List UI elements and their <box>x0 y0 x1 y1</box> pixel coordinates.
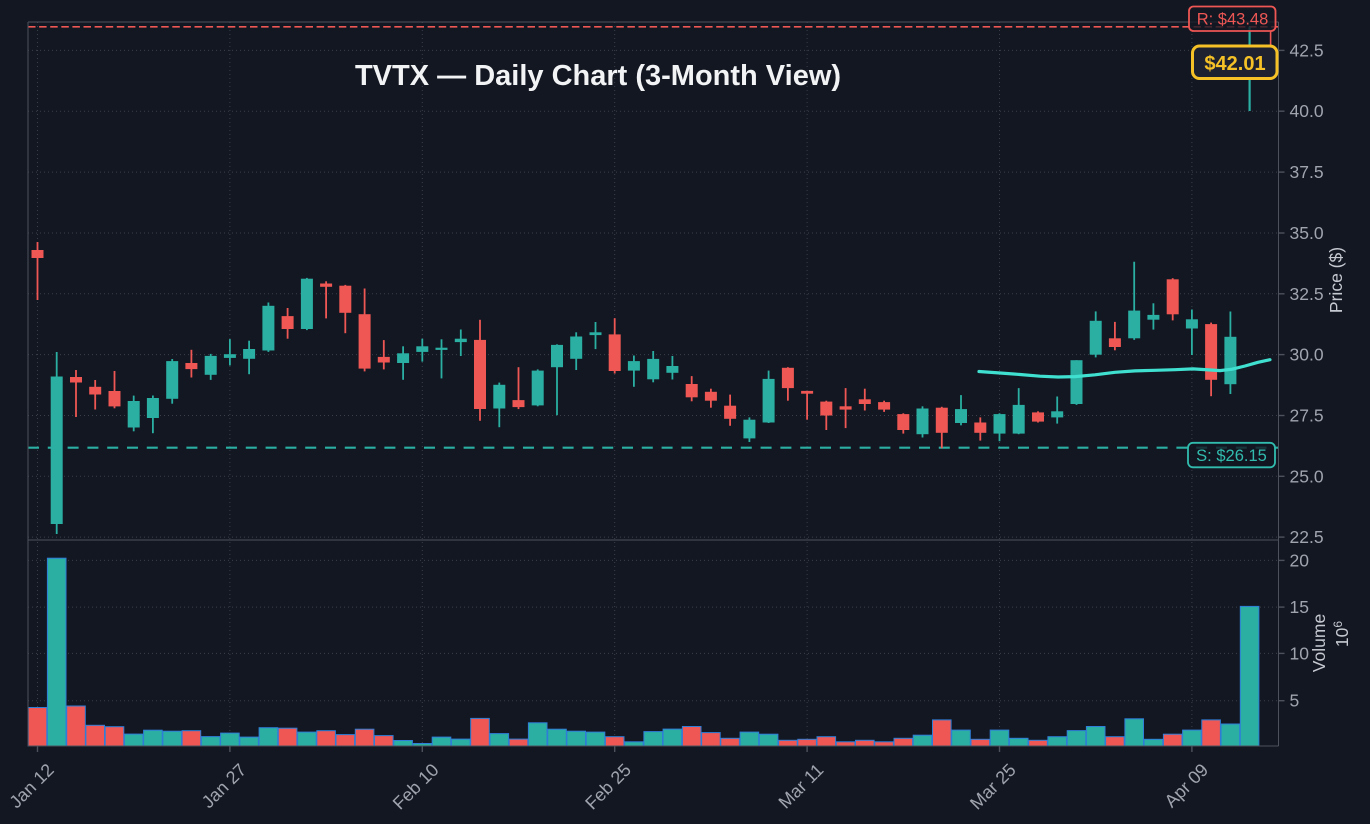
svg-text:$42.01: $42.01 <box>1204 53 1265 75</box>
svg-text:Volume: Volume <box>1309 614 1329 672</box>
svg-text:37.5: 37.5 <box>1290 162 1324 182</box>
svg-text:42.5: 42.5 <box>1290 40 1324 60</box>
svg-text:5: 5 <box>1290 691 1300 711</box>
svg-text:27.5: 27.5 <box>1290 406 1324 426</box>
svg-text:S: $26.15: S: $26.15 <box>1196 447 1267 465</box>
svg-text:25.0: 25.0 <box>1290 466 1324 486</box>
svg-text:15: 15 <box>1290 597 1309 617</box>
svg-text:32.5: 32.5 <box>1290 284 1324 304</box>
svg-text:TVTX — Daily Chart (3-Month Vi: TVTX — Daily Chart (3-Month View) <box>355 60 841 92</box>
svg-text:R: $43.48: R: $43.48 <box>1197 11 1269 29</box>
svg-text:20: 20 <box>1290 550 1310 570</box>
svg-text:35.0: 35.0 <box>1290 223 1324 243</box>
svg-text:22.5: 22.5 <box>1290 527 1324 547</box>
svg-text:40.0: 40.0 <box>1290 101 1324 121</box>
svg-text:10: 10 <box>1290 643 1310 663</box>
svg-text:30.0: 30.0 <box>1290 345 1324 365</box>
svg-text:Price ($): Price ($) <box>1326 247 1346 313</box>
